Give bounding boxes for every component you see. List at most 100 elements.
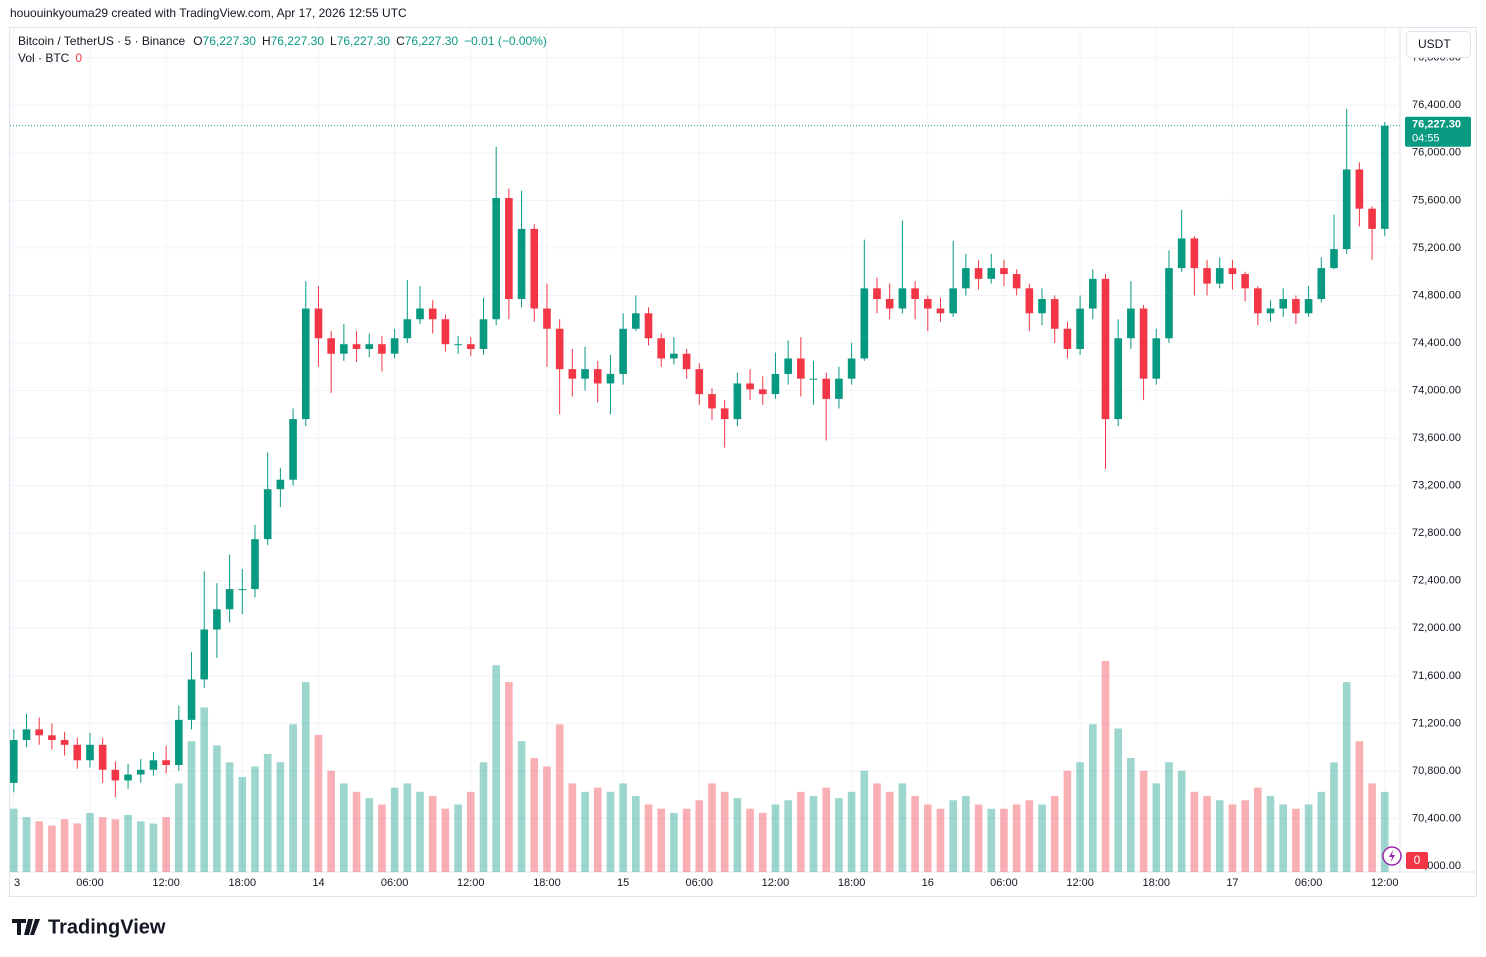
- y-tick-label: 75,200.00: [1412, 242, 1461, 254]
- volume-bar: [657, 808, 666, 872]
- volume-bar: [251, 766, 259, 872]
- volume-bar: [175, 783, 183, 872]
- candle-body: [1114, 338, 1122, 420]
- candle-body: [162, 760, 170, 766]
- volume-bar: [1292, 808, 1300, 872]
- volume-bar: [1038, 804, 1046, 872]
- brand: TradingView: [48, 916, 166, 938]
- y-tick-label: 70,400.00: [1412, 812, 1461, 824]
- volume-bar: [1012, 804, 1021, 872]
- candle-body: [771, 373, 780, 395]
- candle-body: [1368, 208, 1376, 229]
- candle-body: [1203, 268, 1211, 284]
- candle-body: [466, 344, 475, 349]
- candle-body: [428, 308, 437, 320]
- volume-bar: [682, 808, 691, 872]
- candle-body: [1076, 308, 1084, 349]
- candle-body: [1038, 299, 1046, 314]
- volume-bar: [1177, 770, 1186, 872]
- candle-body: [403, 319, 412, 339]
- candle-body: [885, 299, 894, 309]
- candle-body: [835, 378, 843, 399]
- volume-bar: [276, 762, 285, 872]
- volume-bar: [771, 804, 780, 872]
- volume-bar: [1254, 787, 1262, 872]
- volume-bar: [708, 783, 716, 872]
- volume-bar: [225, 762, 234, 872]
- ohlc-value: 76,227.30: [337, 34, 391, 48]
- candle-body: [136, 769, 145, 775]
- candle-body: [441, 319, 450, 345]
- volume-badge: [1406, 852, 1428, 869]
- volume-bar: [403, 783, 412, 872]
- volume-bar: [974, 804, 983, 872]
- candle-body: [555, 328, 564, 370]
- volume-bar: [911, 796, 919, 872]
- volume-bar: [505, 682, 513, 872]
- x-tick-label: 12:00: [1066, 877, 1094, 889]
- candle-body: [175, 719, 183, 766]
- candle-body: [1063, 328, 1072, 349]
- y-tick-label: 74,800.00: [1412, 289, 1461, 301]
- volume-bar: [238, 777, 247, 872]
- volume-bar: [327, 770, 335, 872]
- candle-body: [1012, 274, 1021, 289]
- candle-body: [378, 344, 386, 354]
- credit: hououinkyouma29 created with TradingView…: [10, 6, 407, 20]
- y-tick-label: 70,800.00: [1412, 765, 1461, 777]
- volume-bar: [1063, 770, 1072, 872]
- candle-body: [1088, 278, 1097, 309]
- volume-bar: [390, 787, 399, 872]
- y-tick-label: 75,600.00: [1412, 194, 1461, 206]
- ohlc-value: 76,227.30: [271, 34, 325, 48]
- ohlc-key: L: [330, 34, 337, 48]
- candle-body: [1355, 169, 1364, 209]
- volume-bar: [1101, 661, 1110, 872]
- candle-body: [1279, 299, 1288, 309]
- ohlc-key: O: [193, 34, 202, 48]
- volume-bar: [885, 791, 894, 872]
- candle-body: [568, 369, 577, 379]
- volume-bar: [378, 804, 386, 872]
- candle-body: [1342, 169, 1351, 250]
- candle-body: [1380, 125, 1389, 229]
- volume-bar: [1368, 783, 1376, 872]
- volume-bar: [962, 796, 970, 872]
- volume-bar: [758, 812, 767, 872]
- volume-bar: [213, 745, 221, 872]
- symbol: Bitcoin / TetherUS · 5 · Binance: [18, 34, 186, 48]
- candle-body: [581, 369, 589, 379]
- candle-body: [923, 299, 932, 309]
- candle-body: [632, 313, 640, 329]
- candle-body: [479, 319, 488, 349]
- y-tick-label: 76,400.00: [1412, 99, 1461, 111]
- volume-bar: [593, 787, 602, 872]
- volume-bar: [1139, 770, 1148, 872]
- x-tick-label: 12:00: [152, 877, 180, 889]
- candle-body: [733, 383, 742, 420]
- candle-body: [1241, 274, 1249, 289]
- volume-bar: [581, 791, 589, 872]
- volume-bar: [136, 821, 145, 872]
- volume-bar: [301, 682, 310, 872]
- candle-body: [225, 589, 234, 610]
- currency-button[interactable]: [1406, 31, 1471, 58]
- x-tick-label: 12:00: [762, 877, 790, 889]
- candle-body: [1215, 268, 1224, 284]
- volume-bar: [670, 812, 678, 872]
- currency[interactable]: USDT: [1418, 37, 1451, 51]
- volume-bar: [1317, 791, 1326, 872]
- volume-bar: [822, 787, 831, 872]
- candle-body: [1304, 299, 1313, 314]
- candle-body: [1050, 299, 1059, 329]
- volume-bar: [632, 796, 640, 872]
- candle-body: [1152, 338, 1161, 379]
- candle-body: [936, 308, 945, 314]
- x-tick-label: 18:00: [533, 877, 561, 889]
- volume-bar: [441, 808, 450, 872]
- x-tick-label: 17: [1226, 877, 1238, 889]
- volume-bar: [48, 825, 56, 872]
- x-tick-label: 18:00: [838, 877, 866, 889]
- x-tick-label: 12:00: [1371, 877, 1399, 889]
- volume-bar: [619, 783, 627, 872]
